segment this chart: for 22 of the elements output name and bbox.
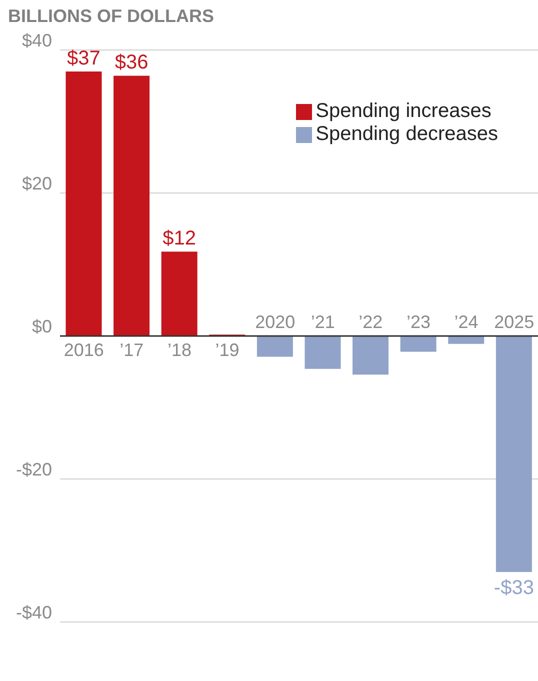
chart-title: BILLIONS OF DOLLARS bbox=[8, 6, 214, 27]
data-label: $36 bbox=[114, 52, 148, 74]
y-tick-label: $40 bbox=[22, 30, 52, 50]
x-tick-label: ’19 bbox=[215, 340, 240, 360]
data-label: -$33 bbox=[494, 576, 534, 599]
legend-label: Spending increases bbox=[316, 100, 492, 122]
y-tick-label: $0 bbox=[32, 316, 52, 336]
x-tick-label: ’21 bbox=[310, 312, 335, 332]
x-tick-label: 2016 bbox=[64, 340, 104, 360]
y-tick-label: $20 bbox=[22, 173, 52, 194]
data-label: $12 bbox=[162, 228, 196, 250]
x-tick-label: 2025 bbox=[494, 312, 534, 332]
x-tick-label: ’24 bbox=[454, 312, 478, 332]
legend-label: Spending decreases bbox=[316, 123, 498, 145]
x-tick-label: ’17 bbox=[120, 340, 144, 360]
x-tick-label: 2020 bbox=[255, 312, 296, 332]
y-tick-label: -$20 bbox=[16, 459, 52, 480]
data-label: $37 bbox=[67, 47, 100, 70]
x-tick-label: ’22 bbox=[358, 312, 383, 332]
x-tick-label: ’23 bbox=[406, 312, 431, 332]
y-tick-label: -$40 bbox=[16, 602, 52, 622]
x-tick-label: ’18 bbox=[167, 340, 192, 360]
